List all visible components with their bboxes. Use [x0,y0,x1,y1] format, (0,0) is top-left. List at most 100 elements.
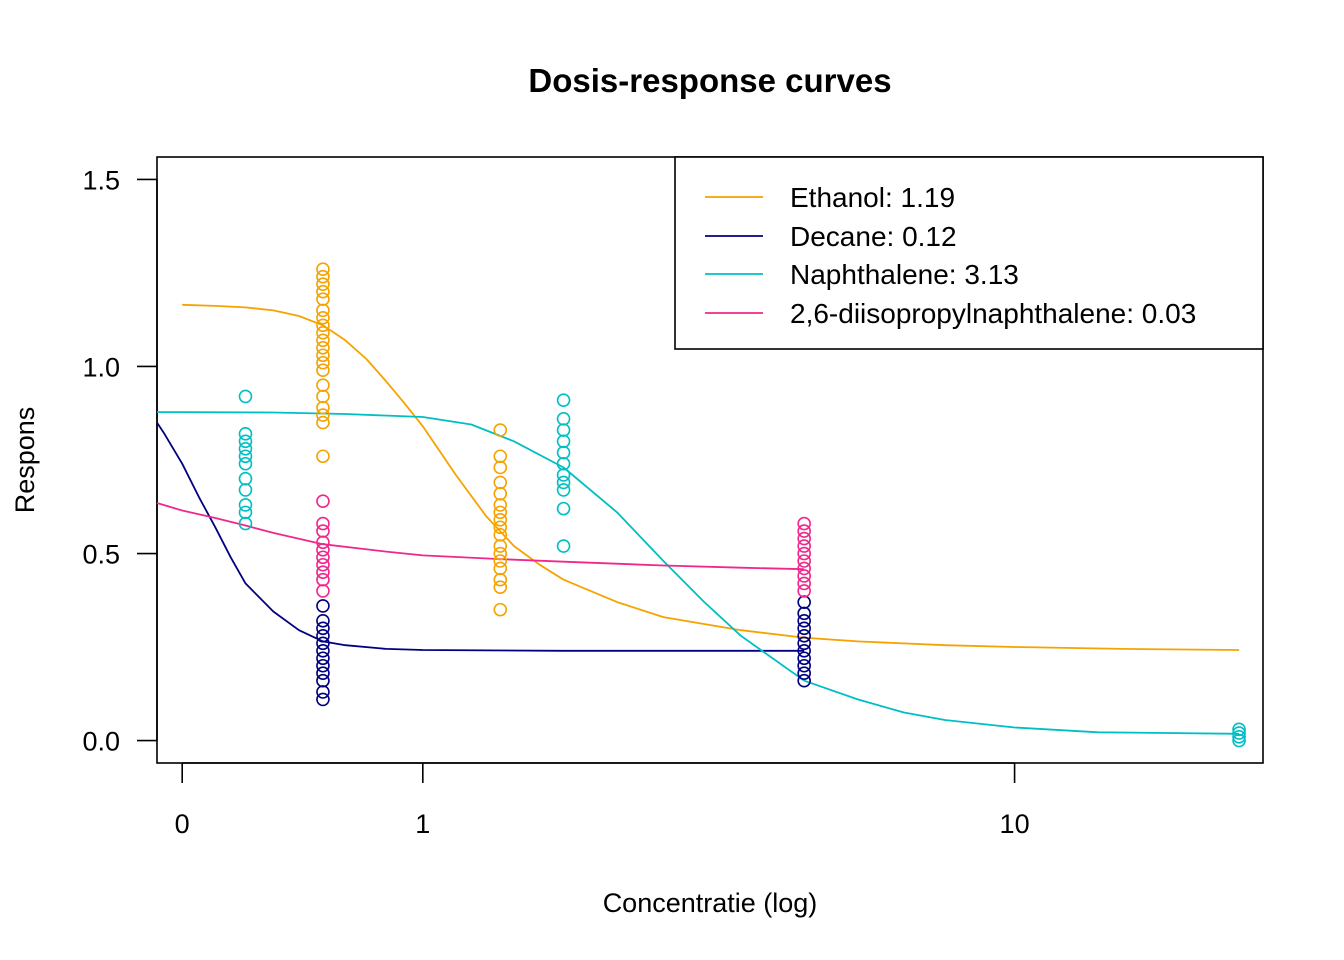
data-point [797,554,811,568]
data-point [556,475,571,490]
data-point [316,326,330,340]
data-point [316,292,330,306]
curve-naphthalene [157,411,1240,735]
data-point [316,449,330,464]
data-point [797,666,811,681]
data-point [556,434,571,449]
data-point [797,516,811,531]
data-point [493,546,508,561]
data-point [316,584,330,598]
data-point [493,449,508,464]
data-point [1232,730,1246,744]
data-point [316,535,330,550]
data-point [556,423,571,437]
data-point [797,546,811,561]
data-point [316,516,330,531]
data-point [316,673,330,688]
data-point [238,471,253,486]
data-point [797,606,811,621]
data-point [238,441,253,456]
data-point [493,528,508,542]
data-point [797,629,811,643]
data-point [316,400,330,415]
data-point [556,483,571,497]
legend-box [674,156,1264,350]
data-point [316,318,330,333]
data-point [316,378,330,392]
data-point [493,505,508,520]
data-point [493,554,508,568]
data-point [316,629,330,643]
x-axis-label: Concentratie (log) [603,888,818,918]
data-point [556,539,571,553]
data-point [556,445,571,460]
data-point [316,636,330,651]
data-point [238,434,253,449]
x-axis: 0 1 10 [175,762,1030,839]
data-point [316,685,330,699]
data-point [316,599,330,613]
data-point [316,565,330,580]
data-point [316,550,330,565]
y-tick-label: 1.0 [82,352,120,382]
data-point [316,348,330,363]
y-tick-label: 0.5 [82,540,120,570]
data-point [797,569,811,583]
data-points [238,262,1246,748]
data-point [797,524,811,538]
data-point [556,468,571,482]
data-point [1232,726,1246,740]
data-point [238,427,253,441]
legend-label: Ethanol: 1.19 [790,182,955,213]
data-point [238,505,253,520]
data-point [797,621,811,636]
legend-label: 2,6-diisopropylnaphthalene: 0.03 [790,298,1196,329]
data-point [797,539,811,553]
data-point [238,483,253,497]
data-point [797,584,811,598]
y-tick-label: 1.5 [82,165,120,195]
data-point [238,389,253,404]
data-point [316,333,330,348]
data-point [316,621,330,636]
curve-ethanol [182,303,1240,651]
x-tick-label: 0 [175,809,190,839]
data-point [493,602,508,617]
data-point [316,389,330,404]
data-point [316,415,330,430]
data-point [316,269,330,284]
data-point [797,561,811,576]
data-point [797,595,811,609]
data-point [316,355,330,370]
data-point [797,673,811,688]
data-point [797,636,811,651]
data-point [316,658,330,673]
data-point [316,557,330,572]
y-axis: 0.0 0.5 1.0 1.5 [82,165,158,757]
data-point [1232,722,1246,737]
data-point [493,486,508,501]
data-point [493,498,508,512]
data-point [556,412,571,426]
data-point [316,572,330,587]
chart-title: Dosis-response curves [528,62,891,99]
data-point [797,651,811,666]
data-point [797,531,811,546]
data-point [316,524,330,538]
data-point [797,614,811,628]
data-point [493,423,508,437]
data-point [493,572,508,587]
data-point [493,580,508,594]
data-point [316,311,330,325]
curve-decane [156,422,805,652]
legend-label: Naphthalene: 3.13 [790,259,1019,290]
data-point [316,692,330,707]
data-point [316,643,330,658]
data-point [493,520,508,535]
data-point [797,643,811,658]
data-point [316,363,330,378]
y-tick-label: 0.0 [82,727,120,757]
data-point [238,498,253,512]
data-point [316,542,330,557]
